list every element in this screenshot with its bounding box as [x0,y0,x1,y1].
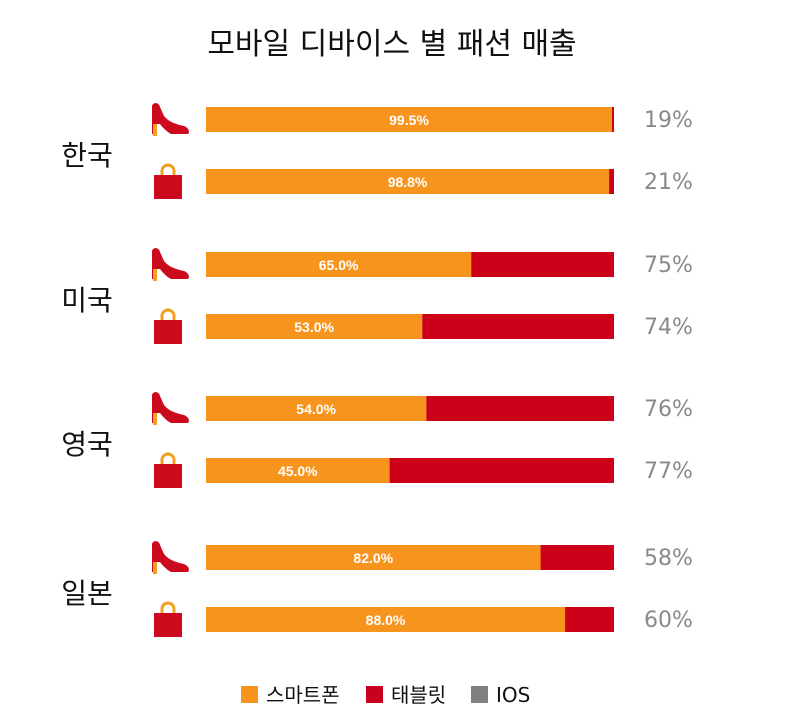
right-value-label: 77% [644,459,693,484]
bar-smartphone [206,252,472,277]
country-group: 한국 99.5% 19% 98.8% 21% [61,103,693,199]
bar-value-label: 65.0% [319,257,359,273]
bar-smartphone [206,607,566,632]
bar-row: 54.0% 76% [152,392,693,425]
country-label: 한국 [61,139,113,172]
shoe-icon [152,103,189,136]
right-value-label: 58% [644,546,693,571]
country-label: 일본 [61,577,113,610]
chart-title: 모바일 디바이스 별 패션 매출 [207,27,576,62]
bar-row: 65.0% 75% [152,248,693,281]
bar-row: 88.0% 60% [154,601,693,637]
shoe-icon [152,541,189,574]
legend: 스마트폰 태블릿 IOS [241,683,530,707]
bar-tablet [540,545,614,570]
bag-icon [154,452,182,488]
bag-icon [154,163,182,199]
right-value-label: 21% [644,170,693,195]
bar-row: 99.5% 19% [152,103,693,136]
bar-value-label: 98.8% [388,174,428,190]
bar-value-label: 54.0% [296,401,336,417]
legend-swatch [241,686,258,703]
legend-label: 태블릿 [391,683,446,707]
bar-tablet [611,107,614,132]
bar-smartphone [206,314,423,339]
legend-swatch [471,686,488,703]
shoe-icon [152,392,189,425]
country-label: 영국 [61,428,113,461]
bag-icon [154,308,182,344]
bar-smartphone [206,458,390,483]
right-value-label: 76% [644,397,693,422]
legend-item: 스마트폰 [241,683,340,707]
bar-value-label: 45.0% [278,463,318,479]
bar-row: 45.0% 77% [154,452,693,488]
bar-value-label: 82.0% [353,550,393,566]
bar-smartphone [206,169,610,194]
shoe-icon [152,248,189,281]
right-value-label: 19% [644,108,693,133]
bar-value-label: 99.5% [389,112,429,128]
bar-row: 53.0% 74% [154,308,693,344]
bar-value-label: 88.0% [366,612,406,628]
bar-tablet [609,169,614,194]
bar-smartphone [206,545,541,570]
bar-tablet [565,607,614,632]
bar-tablet [426,396,614,421]
bar-tablet [422,314,614,339]
right-value-label: 74% [644,315,693,340]
bar-smartphone [206,396,427,421]
bar-smartphone [206,107,612,132]
country-group: 영국 54.0% 76% 45.0% 77% [61,392,693,488]
right-value-label: 75% [644,253,693,278]
country-label: 미국 [61,284,113,317]
bar-tablet [389,458,614,483]
bar-row: 98.8% 21% [154,163,693,199]
bars-area: 한국 99.5% 19% 98.8% 21% 미국 65.0% 75% 53.0% 74% 영국 54… [61,103,693,637]
bar-tablet [471,252,614,277]
country-group: 일본 82.0% 58% 88.0% 60% [61,541,693,637]
bar-value-label: 53.0% [294,319,334,335]
legend-label: 스마트폰 [266,683,340,707]
legend-label: IOS [496,683,530,707]
legend-item: 태블릿 [366,683,446,707]
legend-swatch [366,686,383,703]
legend-item: IOS [471,683,530,707]
right-value-label: 60% [644,608,693,633]
bar-row: 82.0% 58% [152,541,693,574]
country-group: 미국 65.0% 75% 53.0% 74% [61,248,693,344]
bag-icon [154,601,182,637]
